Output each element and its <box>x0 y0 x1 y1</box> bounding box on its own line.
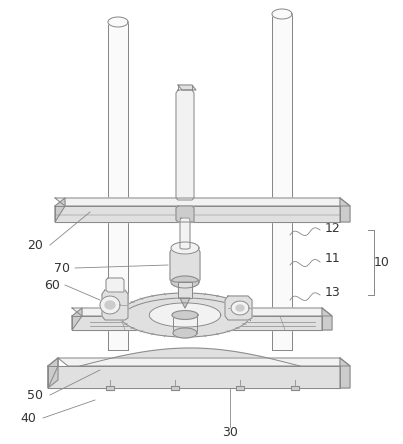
Text: 40: 40 <box>20 412 36 424</box>
Polygon shape <box>105 301 115 309</box>
Polygon shape <box>171 386 179 390</box>
Polygon shape <box>72 316 322 330</box>
Polygon shape <box>180 298 190 308</box>
Polygon shape <box>171 276 199 288</box>
Polygon shape <box>72 308 332 316</box>
Polygon shape <box>72 308 82 330</box>
Polygon shape <box>272 14 292 198</box>
Polygon shape <box>176 206 194 222</box>
Polygon shape <box>291 386 299 390</box>
Polygon shape <box>236 305 244 311</box>
Polygon shape <box>272 9 292 19</box>
Polygon shape <box>48 366 340 388</box>
Polygon shape <box>58 358 350 366</box>
Polygon shape <box>108 222 128 350</box>
Polygon shape <box>170 248 200 282</box>
Polygon shape <box>106 386 114 390</box>
Text: 10: 10 <box>374 255 390 269</box>
Polygon shape <box>55 206 340 222</box>
Polygon shape <box>120 293 250 337</box>
Polygon shape <box>102 290 128 320</box>
Text: 11: 11 <box>325 251 341 265</box>
Polygon shape <box>48 358 58 388</box>
Polygon shape <box>173 315 197 333</box>
Polygon shape <box>48 358 58 388</box>
Polygon shape <box>55 198 65 222</box>
Polygon shape <box>149 303 221 327</box>
Polygon shape <box>80 348 300 366</box>
Polygon shape <box>322 308 332 330</box>
Text: 50: 50 <box>27 388 43 401</box>
Polygon shape <box>55 198 350 206</box>
Polygon shape <box>340 198 350 222</box>
Polygon shape <box>100 296 120 314</box>
Polygon shape <box>225 296 252 320</box>
Text: 20: 20 <box>27 238 43 251</box>
Polygon shape <box>231 301 249 315</box>
Polygon shape <box>172 311 198 319</box>
Polygon shape <box>108 22 128 198</box>
Polygon shape <box>173 328 197 338</box>
Polygon shape <box>340 358 350 388</box>
Polygon shape <box>171 242 199 254</box>
Polygon shape <box>176 90 194 200</box>
Polygon shape <box>272 222 292 350</box>
Polygon shape <box>106 278 124 292</box>
Polygon shape <box>236 386 244 390</box>
Polygon shape <box>180 218 190 249</box>
Text: 13: 13 <box>325 285 341 298</box>
Text: 60: 60 <box>44 278 60 292</box>
Text: 12: 12 <box>325 222 341 234</box>
Polygon shape <box>108 17 128 27</box>
Text: 30: 30 <box>222 425 238 439</box>
Polygon shape <box>178 85 196 90</box>
Text: 70: 70 <box>54 262 70 274</box>
Polygon shape <box>178 282 192 298</box>
